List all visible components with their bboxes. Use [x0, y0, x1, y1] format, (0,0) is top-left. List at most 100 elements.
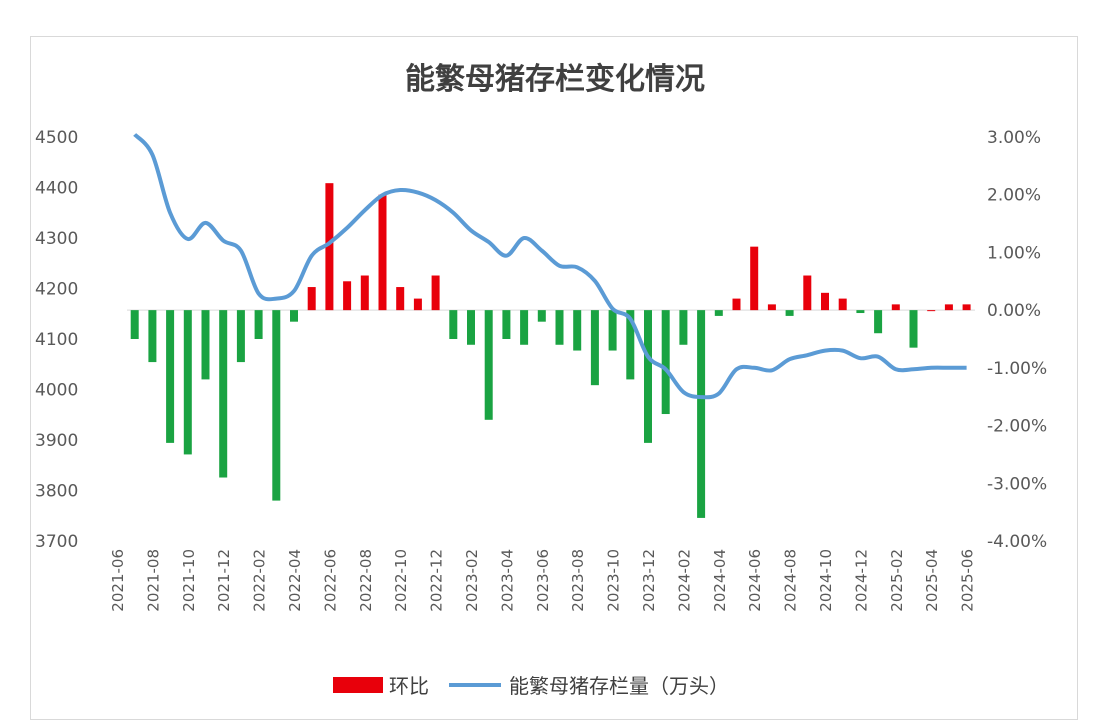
bar-huanbi [697, 310, 706, 518]
right-axis-ticks: 3.00% 2.00% 1.00% 0.00% -1.00% -2.00% -3.00% -4… [987, 128, 1047, 552]
bar-huanbi [661, 310, 670, 415]
bar-huanbi [467, 310, 475, 345]
right-axis-tick-label: -2.00% [987, 417, 1047, 437]
left-axis-tick-label: 4300 [35, 229, 78, 249]
bar-huanbi [874, 310, 883, 334]
bar-huanbi [219, 310, 228, 478]
bar-huanbi [555, 310, 564, 345]
bar-huanbi [909, 310, 918, 348]
bar-huanbi [767, 304, 776, 311]
x-axis-tick-label: 2025-02 [888, 549, 906, 612]
bar-huanbi [679, 310, 688, 345]
x-axis-tick-label: 2022-12 [428, 549, 446, 612]
bar-huanbi [236, 310, 245, 363]
bar-huanbi [785, 310, 794, 316]
bar-huanbi [272, 310, 281, 501]
legend-swatch-huanbi [333, 677, 383, 693]
x-axis-tick-label: 2023-12 [640, 549, 658, 612]
x-axis-tick-label: 2023-06 [534, 549, 552, 612]
x-axis-tick-label: 2022-08 [357, 549, 375, 612]
bar-huanbi [750, 246, 759, 311]
right-axis-tick-label: 2.00% [987, 186, 1041, 206]
left-axis-ticks: 4500 4400 4300 4200 4100 4000 3900 3800 3700 [35, 128, 78, 552]
bar-huanbi [290, 310, 298, 322]
bar-huanbi [520, 310, 529, 345]
x-axis-tick-label: 2024-04 [711, 549, 729, 612]
x-axis-tick-label: 2023-10 [605, 549, 623, 612]
legend: 环比 能繁母猪存栏量（万头） [333, 674, 729, 698]
bar-huanbi [856, 310, 865, 314]
left-axis-tick-label: 3700 [35, 532, 78, 552]
bar-huanbi [962, 304, 971, 311]
right-axis-tick-label: -1.00% [987, 359, 1047, 379]
bar-huanbi [626, 310, 635, 380]
x-axis-tick-label: 2024-06 [746, 549, 764, 612]
legend-label-stock: 能繁母猪存栏量（万头） [509, 674, 729, 698]
bar-huanbi [201, 310, 210, 380]
bar-huanbi [644, 310, 652, 443]
x-axis-tick-label: 2024-02 [675, 549, 693, 612]
bar-huanbi [821, 292, 829, 311]
left-axis-tick-label: 4500 [35, 128, 78, 148]
bar-huanbi [254, 310, 263, 339]
bar-huanbi [449, 310, 458, 339]
bar-huanbi [148, 310, 157, 363]
bar-huanbi [927, 310, 936, 312]
x-axis-tick-label: 2023-04 [498, 549, 516, 612]
right-axis-tick-label: -4.00% [987, 532, 1047, 552]
line-stock [133, 133, 967, 400]
bar-huanbi [431, 275, 440, 311]
x-axis-tick-label: 2022-06 [321, 549, 339, 612]
left-axis-tick-label: 4100 [35, 330, 78, 350]
bar-huanbi [413, 298, 422, 311]
left-axis-tick-label: 3800 [35, 482, 78, 502]
bar-huanbi [166, 310, 175, 443]
line-series-stock [133, 133, 967, 400]
bar-huanbi [891, 304, 900, 311]
x-axis-tick-label: 2024-10 [817, 549, 835, 612]
left-axis-tick-label: 4400 [35, 179, 78, 199]
bar-huanbi [944, 304, 953, 311]
bar-huanbi [343, 281, 352, 311]
bar-huanbi [183, 310, 192, 455]
x-axis-tick-label: 2024-08 [782, 549, 800, 612]
bar-huanbi [396, 287, 405, 311]
x-axis-tick-label: 2023-08 [569, 549, 587, 612]
x-axis-ticks: 2021-06 2021-08 2021-10 2021-12 2022-02 2022-… [109, 549, 977, 612]
left-axis-tick-label: 4200 [35, 280, 78, 300]
right-axis-tick-label: -3.00% [987, 474, 1047, 494]
bar-huanbi [573, 310, 582, 351]
left-axis-tick-label: 4000 [35, 381, 78, 401]
x-axis-tick-label: 2021-08 [144, 549, 162, 612]
chart-frame: 能繁母猪存栏变化情况 4500 4400 4300 4200 4100 4000 3900 3… [30, 36, 1078, 720]
x-axis-tick-label: 2021-10 [180, 549, 198, 612]
bar-huanbi [537, 310, 546, 322]
bar-huanbi [803, 275, 812, 311]
bar-huanbi [360, 275, 369, 311]
x-axis-tick-label: 2025-04 [923, 549, 941, 612]
chart-title: 能繁母猪存栏变化情况 [405, 62, 705, 97]
right-axis-tick-label: 3.00% [987, 128, 1041, 148]
x-axis-tick-label: 2021-06 [109, 549, 127, 612]
x-axis-tick-label: 2022-04 [286, 549, 304, 612]
bar-huanbi [130, 310, 139, 339]
bar-huanbi [732, 298, 741, 311]
chart-svg: 能繁母猪存栏变化情况 4500 4400 4300 4200 4100 4000 3900 3… [35, 62, 1047, 698]
bar-huanbi [378, 194, 387, 311]
legend-label-huanbi: 环比 [389, 674, 429, 698]
bar-huanbi [590, 310, 599, 386]
left-axis-tick-label: 3900 [35, 431, 78, 451]
bar-huanbi [608, 310, 617, 351]
x-axis-tick-label: 2021-12 [215, 549, 233, 612]
x-axis-tick-label: 2022-02 [251, 549, 269, 612]
x-axis-tick-label: 2025-06 [959, 549, 977, 612]
x-axis-tick-label: 2022-10 [392, 549, 410, 612]
bar-huanbi [484, 310, 493, 420]
right-axis-tick-label: 1.00% [987, 243, 1041, 263]
bar-huanbi [325, 183, 334, 311]
x-axis-tick-label: 2023-02 [463, 549, 481, 612]
bar-huanbi [714, 310, 723, 316]
bar-huanbi [838, 298, 847, 311]
right-axis-tick-label: 0.00% [987, 301, 1041, 321]
bar-series-huanbi [130, 183, 971, 518]
